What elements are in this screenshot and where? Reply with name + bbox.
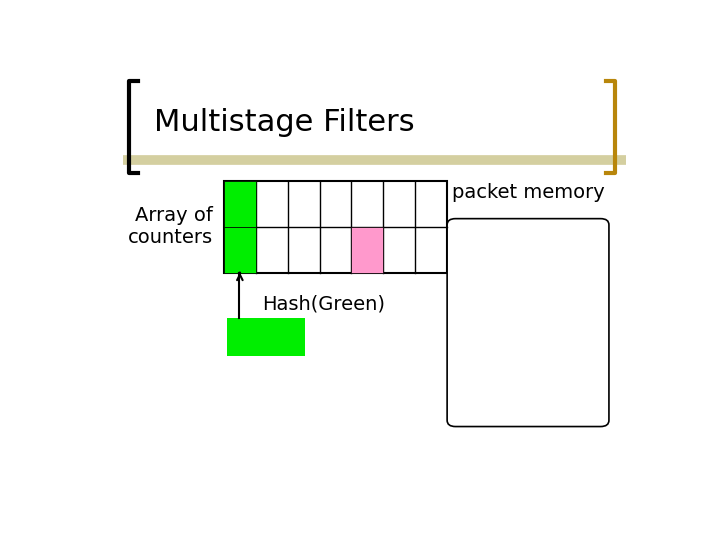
FancyBboxPatch shape: [447, 219, 609, 427]
Text: Hash(Green): Hash(Green): [262, 294, 384, 313]
Bar: [224, 181, 256, 227]
Bar: [351, 227, 383, 273]
Bar: [224, 227, 256, 273]
Text: packet memory: packet memory: [451, 183, 604, 202]
Bar: [227, 319, 305, 356]
Bar: [224, 181, 447, 273]
Text: Array of
counters: Array of counters: [127, 206, 213, 247]
Text: Multistage Filters: Multistage Filters: [154, 108, 415, 137]
